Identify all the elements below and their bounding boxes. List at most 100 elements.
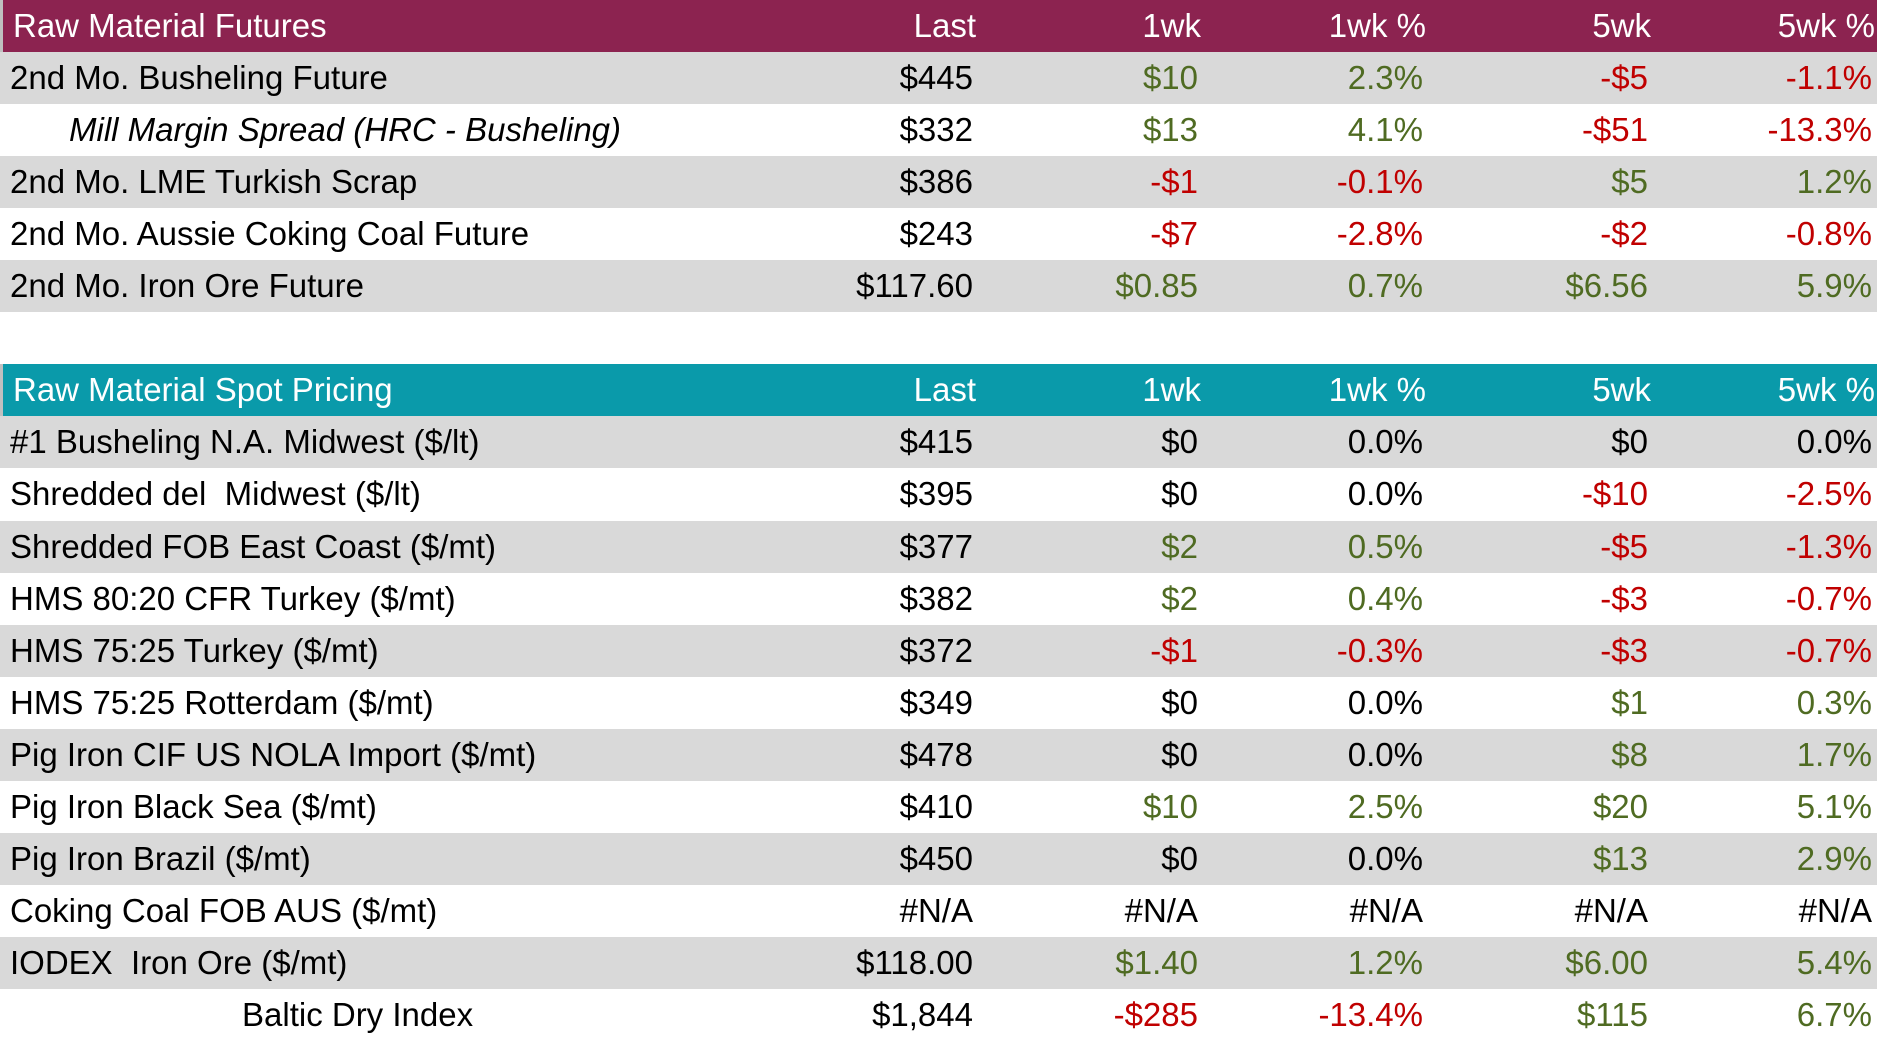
cell: $5 <box>1611 163 1648 201</box>
cell: $0 <box>1161 423 1198 461</box>
cell: -1.3% <box>1785 527 1872 565</box>
data-row: Mill Margin Spread (HRC - Busheling) $332… <box>0 104 1877 157</box>
cell: -$2 <box>1600 215 1648 253</box>
data-row: HMS 75:25 Turkey ($/mt) $372 -$1 -0.3% -$3 -0… <box>0 624 1877 677</box>
data-row: Pig Iron Black Sea ($/mt) $410 $10 2.5% $20 5… <box>0 780 1877 833</box>
cell: $10 <box>1142 787 1198 825</box>
data-row: 2nd Mo. Busheling Future $445 $10 2.3% -$5 -1… <box>0 52 1877 105</box>
data-row: Shredded del Midwest ($/lt) $395 $0 0.0% -$1… <box>0 468 1877 521</box>
cell: 1wk % <box>1328 7 1426 44</box>
data-row: Baltic Dry Index $1,844 -$285 -13.4% $115 6.7… <box>0 988 1877 1041</box>
cell: -0.8% <box>1785 215 1872 253</box>
cell: 5.9% <box>1796 267 1872 305</box>
data-row: #1 Busheling N.A. Midwest ($/lt) $415 $0 0.… <box>0 416 1877 469</box>
header-row: Raw Material Spot Pricing Last 1wk 1wk % 5wk… <box>0 364 1877 417</box>
cell: $13 <box>1142 111 1198 149</box>
data-row: 2nd Mo. Aussie Coking Coal Future $243 -$7… <box>0 208 1877 261</box>
cell: -$1 <box>1150 163 1198 201</box>
data-row: HMS 80:20 CFR Turkey ($/mt) $382 $2 0.4% -$3… <box>0 572 1877 625</box>
cell: $1 <box>1611 683 1648 721</box>
cell: $1,844 <box>872 995 973 1033</box>
cell: #1 Busheling N.A. Midwest ($/lt) <box>10 423 480 461</box>
cell: 6.7% <box>1796 995 1872 1033</box>
cell: $243 <box>899 215 973 253</box>
cell: Last <box>913 7 976 44</box>
cell: IODEX Iron Ore ($/mt) <box>10 943 348 981</box>
cell: 1.7% <box>1796 735 1872 773</box>
cell: 5wk % <box>1777 371 1875 409</box>
cell: $1.40 <box>1115 943 1198 981</box>
cell: -13.3% <box>1767 111 1872 149</box>
cell: $332 <box>899 111 973 149</box>
cell: 5.1% <box>1796 787 1872 825</box>
cell: $386 <box>899 163 973 201</box>
cell: $445 <box>899 59 973 97</box>
cell: Pig Iron CIF US NOLA Import ($/mt) <box>10 735 537 773</box>
data-row: 2nd Mo. LME Turkish Scrap $386 -$1 -0.1% $5 1… <box>0 156 1877 209</box>
cell: $377 <box>899 527 973 565</box>
cell: 0.5% <box>1347 527 1423 565</box>
cell: $0.85 <box>1115 267 1198 305</box>
cell: Raw Material Spot Pricing <box>13 371 393 409</box>
cell: $118.00 <box>856 943 973 981</box>
cell: 0.0% <box>1347 683 1423 721</box>
cell: #N/A <box>1798 891 1872 929</box>
cell: #N/A <box>1349 891 1423 929</box>
cell: HMS 80:20 CFR Turkey ($/mt) <box>10 579 456 617</box>
cell: 0.3% <box>1796 683 1872 721</box>
cell: -$285 <box>1113 995 1198 1033</box>
cell: 2nd Mo. Iron Ore Future <box>10 267 364 305</box>
cell: -2.5% <box>1785 475 1872 513</box>
cell: Baltic Dry Index <box>242 995 474 1033</box>
cell: 0.4% <box>1347 579 1423 617</box>
cell: -$5 <box>1600 59 1648 97</box>
cell: $13 <box>1592 839 1648 877</box>
cell: $478 <box>899 735 973 773</box>
cell: HMS 75:25 Turkey ($/mt) <box>10 631 379 669</box>
cell: -0.1% <box>1336 163 1423 201</box>
data-row: Pig Iron Brazil ($/mt) $450 $0 0.0% $13 2.9% <box>0 832 1877 885</box>
cell: -$1 <box>1150 631 1198 669</box>
cell: $20 <box>1592 787 1648 825</box>
cell: $2 <box>1161 579 1198 617</box>
cell: -$5 <box>1600 527 1648 565</box>
cell: -0.7% <box>1785 579 1872 617</box>
cell: 0.0% <box>1796 423 1872 461</box>
cell: -1.1% <box>1785 59 1872 97</box>
cell: 0.0% <box>1347 839 1423 877</box>
cell: #N/A <box>899 891 973 929</box>
cell: #N/A <box>1124 891 1198 929</box>
cell: $0 <box>1161 735 1198 773</box>
cell: 2.3% <box>1347 59 1423 97</box>
cell: $395 <box>899 475 973 513</box>
cell: Mill Margin Spread (HRC - Busheling) <box>69 111 622 149</box>
cell: $2 <box>1161 527 1198 565</box>
cell: -0.7% <box>1785 631 1872 669</box>
cell: -$10 <box>1581 475 1648 513</box>
cell: 2.9% <box>1796 839 1872 877</box>
cell: 2nd Mo. LME Turkish Scrap <box>10 163 418 201</box>
cell: Shredded del Midwest ($/lt) <box>10 475 421 513</box>
cell: Coking Coal FOB AUS ($/mt) <box>10 891 438 929</box>
cell: Shredded FOB East Coast ($/mt) <box>10 527 497 565</box>
cell: Raw Material Futures <box>13 7 327 44</box>
cell: 1.2% <box>1796 163 1872 201</box>
cell: 4.1% <box>1347 111 1423 149</box>
cell: Pig Iron Black Sea ($/mt) <box>10 787 377 825</box>
cell: 2nd Mo. Aussie Coking Coal Future <box>10 215 530 253</box>
cell: 0.0% <box>1347 735 1423 773</box>
cell: -0.3% <box>1336 631 1423 669</box>
cell: $117.60 <box>856 267 973 305</box>
cell: $410 <box>899 787 973 825</box>
cell: $6.00 <box>1565 943 1648 981</box>
cell: 0.0% <box>1347 475 1423 513</box>
cell: $372 <box>899 631 973 669</box>
cell: $6.56 <box>1565 267 1648 305</box>
cell: Last <box>913 371 976 409</box>
cell: $0 <box>1161 839 1198 877</box>
cell: $415 <box>899 423 973 461</box>
cell: #N/A <box>1574 891 1648 929</box>
cell: 5wk % <box>1777 7 1875 44</box>
cell: 2nd Mo. Busheling Future <box>10 59 388 97</box>
